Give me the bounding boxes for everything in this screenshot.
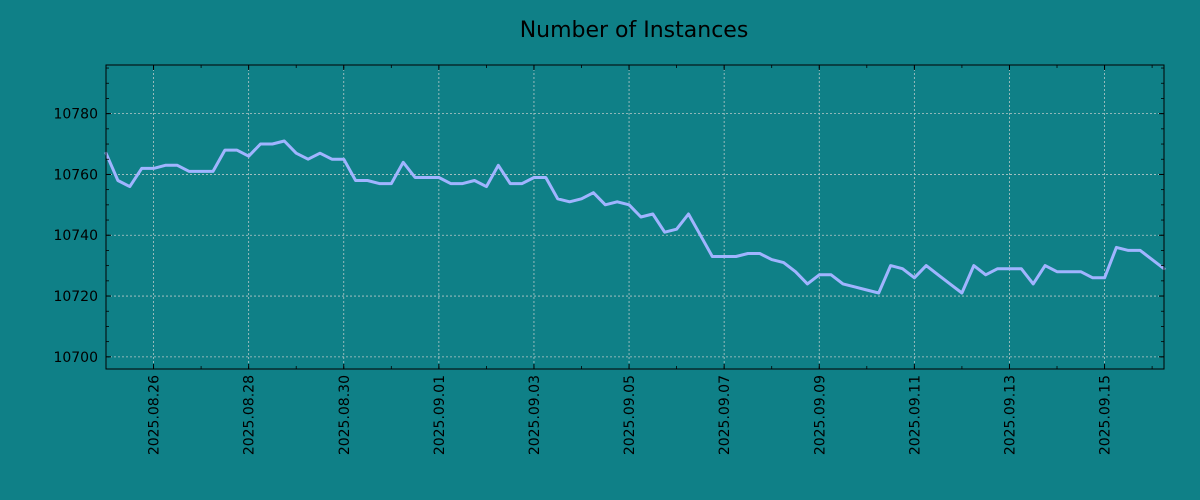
x-tick-label: 2025.08.28	[242, 375, 258, 455]
chart-title: Number of Instances	[520, 18, 749, 43]
x-tick-label: 2025.09.09	[812, 375, 828, 455]
x-tick-label: 2025.09.15	[1098, 375, 1114, 455]
x-tick-label: 2025.09.05	[622, 375, 638, 455]
x-tick-label: 2025.09.13	[1002, 375, 1018, 455]
y-tick-label: 10700	[53, 350, 98, 366]
y-tick-label: 10720	[53, 289, 98, 305]
x-tick-label: 2025.08.30	[337, 375, 353, 455]
y-tick-label: 10760	[53, 167, 98, 183]
series-layer	[104, 139, 1166, 295]
x-tick-label: 2025.09.07	[717, 375, 733, 455]
y-tick-label: 10740	[53, 228, 98, 244]
x-tick-label: 2025.09.01	[432, 375, 448, 455]
series-line	[104, 139, 1166, 295]
grid	[106, 65, 1164, 369]
plot-frame	[105, 64, 1165, 370]
x-tick-label: 2025.09.03	[527, 375, 543, 455]
x-tick-label: 2025.08.26	[147, 375, 163, 455]
axes: 10700 10720 10740 10760 10780 2025.08.26 2025.…	[53, 64, 1165, 455]
y-tick-label: 10780	[53, 107, 98, 123]
x-tick-label: 2025.09.11	[907, 375, 923, 455]
